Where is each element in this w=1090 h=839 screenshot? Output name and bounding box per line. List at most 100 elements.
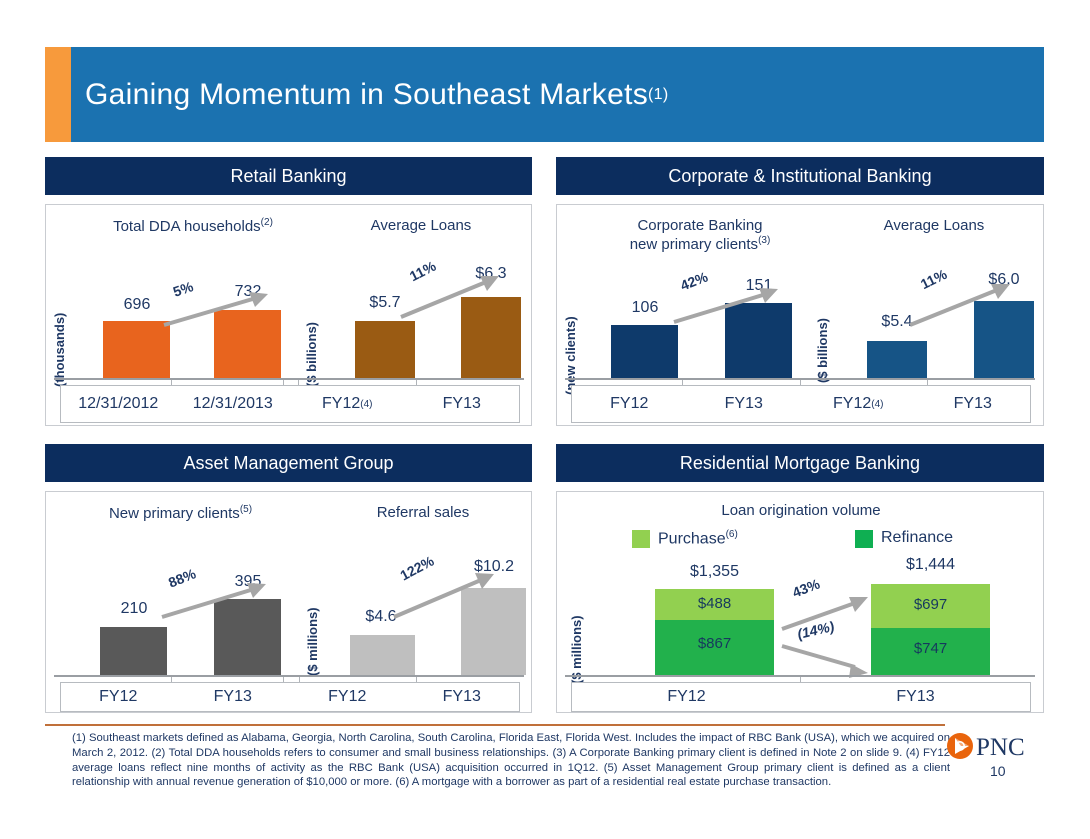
axis-label-cib-clients-fy13: FY13: [724, 395, 763, 412]
axis-label-cib-loans-fy13: FY13: [953, 395, 992, 412]
chart-panel-amg: New primary clients(5) Referral sales ($…: [45, 491, 532, 713]
growth-arrow-up-icon-retail-loans: [400, 276, 499, 319]
total-label-rmb-fy12: $1,355: [690, 563, 739, 580]
chart-title-cib-clients: Corporate Banking new primary clients(3): [629, 217, 771, 254]
page-number: 10: [990, 763, 1006, 779]
axis-label-amg-referral-fy12: FY12: [328, 688, 367, 705]
page-title-footnote-ref: (1): [648, 85, 669, 103]
axis-label-retail-loans-fy12: FY12 (4): [322, 395, 373, 412]
bar-rmb-fy13-purchase: [871, 584, 990, 628]
axis-label-retail-dda-fy12: 12/31/2012: [78, 395, 159, 412]
value-label-retail-dda-fy12: 696: [123, 296, 151, 313]
segment-label-rmb-fy13-purchase: $697: [913, 596, 948, 613]
axis-labels-amg: FY12 FY13 FY12 FY13: [60, 682, 520, 712]
axis-labels-rmb: FY12 FY13: [571, 682, 1031, 712]
value-label-cib-clients-fy12: 106: [631, 299, 659, 316]
growth-arrow-up-icon-cib-loans: [909, 284, 1010, 327]
axis-label-rmb-fy13: FY13: [896, 688, 935, 705]
axis-tick: [800, 380, 801, 387]
axis-tick: [171, 380, 172, 387]
axis-tick: [927, 380, 928, 387]
bar-cib-clients-fy12: [611, 325, 678, 378]
growth-arrow-down-icon-rmb-refinance: [781, 644, 868, 678]
page-title: Gaining Momentum in Southeast Markets (1): [85, 47, 669, 142]
total-label-rmb-fy13: $1,444: [906, 556, 955, 573]
axis-label-cib-loans: ($ billions): [815, 318, 830, 383]
title-banner: [71, 47, 1044, 142]
axis-label-amg-referral-fy13: FY13: [442, 688, 481, 705]
axis-line-cib: [565, 378, 1035, 380]
page-title-text: Gaining Momentum in Southeast Markets: [85, 77, 649, 111]
chart-panel-rmb: Loan origination volume Purchase(6) Refi…: [556, 491, 1044, 713]
axis-tick: [171, 677, 172, 684]
chart-title-cib-loans: Average Loans: [883, 217, 985, 234]
axis-tick: [299, 677, 300, 684]
axis-label-rmb: ($ millions): [569, 615, 584, 684]
axis-label-amg-clients-fy12: FY12: [99, 688, 138, 705]
footer-divider: [45, 724, 945, 726]
chart-title-amg-clients: New primary clients(5): [108, 504, 253, 522]
growth-arrow-up-icon-rmb-purchase: [781, 597, 868, 631]
value-label-cib-loans-fy13: $6.0: [988, 271, 1020, 288]
axis-tick: [283, 380, 284, 387]
quadrant-title-cib: Corporate & Institutional Banking: [556, 157, 1044, 195]
value-label-retail-loans-fy12: $5.7: [369, 294, 401, 311]
quadrant-corporate-institutional-banking: Corporate & Institutional Banking Corpor…: [556, 157, 1044, 426]
growth-arrow-up-icon-retail-dda: [163, 292, 268, 327]
quadrant-asset-management-group: Asset Management Group New primary clien…: [45, 444, 532, 713]
legend-swatch-refinance: [855, 530, 873, 548]
value-label-amg-referral-fy13: $10.2: [473, 558, 515, 575]
title-accent-bar: [45, 47, 71, 142]
value-label-amg-clients-fy12: 210: [120, 600, 148, 617]
axis-tick: [800, 677, 801, 684]
axis-line-rmb: [565, 675, 1035, 677]
axis-label-cib-loans-fy12: FY12 (4): [833, 395, 884, 412]
quadrant-title-rmb: Residential Mortgage Banking: [556, 444, 1044, 482]
value-label-cib-loans-fy12: $5.4: [881, 313, 913, 330]
quadrant-residential-mortgage-banking: Residential Mortgage Banking Loan origin…: [556, 444, 1044, 713]
axis-labels-retail: 12/31/2012 12/31/2013 FY12 (4) FY13: [60, 385, 520, 423]
bar-amg-referral-fy13: [461, 588, 526, 675]
axis-tick: [416, 677, 417, 684]
legend-label-refinance: Refinance: [881, 529, 954, 546]
axis-tick: [283, 677, 284, 684]
footnotes: (1) Southeast markets defined as Alabama…: [72, 732, 950, 789]
bar-cib-clients-fy13: [725, 303, 792, 378]
growth-arrow-up-icon-amg-clients: [161, 583, 266, 619]
axis-label-retail-loans: ($ billions): [304, 322, 319, 387]
chart-panel-cib: Corporate Banking new primary clients(3)…: [556, 204, 1044, 426]
bar-rmb-fy12-refinance: [655, 620, 774, 675]
axis-line-retail: [54, 378, 524, 380]
axis-label-retail-dda-fy13: 12/31/2013: [192, 395, 273, 412]
chart-title-amg-referral: Referral sales: [376, 504, 470, 521]
growth-arrow-up-icon-amg-referral: [393, 573, 494, 619]
axis-label-rmb-fy12: FY12: [667, 688, 706, 705]
bar-retail-loans-fy13: [461, 297, 521, 378]
segment-label-rmb-fy13-refinance: $747: [913, 640, 948, 657]
quadrant-title-amg: Asset Management Group: [45, 444, 532, 482]
svg-text:PNC: PNC: [976, 734, 1025, 761]
axis-tick: [682, 380, 683, 387]
quadrant-title-retail: Retail Banking: [45, 157, 532, 195]
bar-rmb-fy13-refinance: [871, 628, 990, 675]
bar-cib-loans-fy13: [974, 301, 1034, 378]
value-label-amg-referral-fy12: $4.6: [365, 608, 397, 625]
legend-swatch-purchase: [632, 530, 650, 548]
chart-title-retail-dda: Total DDA households(2): [113, 217, 273, 235]
legend-label-purchase: Purchase(6): [658, 529, 738, 548]
axis-labels-cib: FY12 FY13 FY12 (4) FY13: [571, 385, 1031, 423]
chart-title-retail-loans: Average Loans: [370, 217, 472, 234]
bar-retail-dda-fy13: [214, 310, 281, 378]
chart-title-rmb: Loan origination volume: [721, 502, 881, 519]
growth-arrow-up-icon-cib-clients: [673, 288, 778, 324]
bar-retail-loans-fy12: [355, 321, 415, 378]
quadrant-retail-banking: Retail Banking Total DDA households(2) A…: [45, 157, 532, 426]
axis-label-retail-loans-fy13: FY13: [442, 395, 481, 412]
chart-panel-retail: Total DDA households(2) Average Loans (t…: [45, 204, 532, 426]
bar-cib-loans-fy12: [867, 341, 927, 378]
bar-amg-clients-fy12: [100, 627, 167, 675]
bar-rmb-fy12-purchase: [655, 589, 774, 620]
axis-label-cib-clients-fy12: FY12: [610, 395, 649, 412]
bar-amg-referral-fy12: [350, 635, 415, 675]
